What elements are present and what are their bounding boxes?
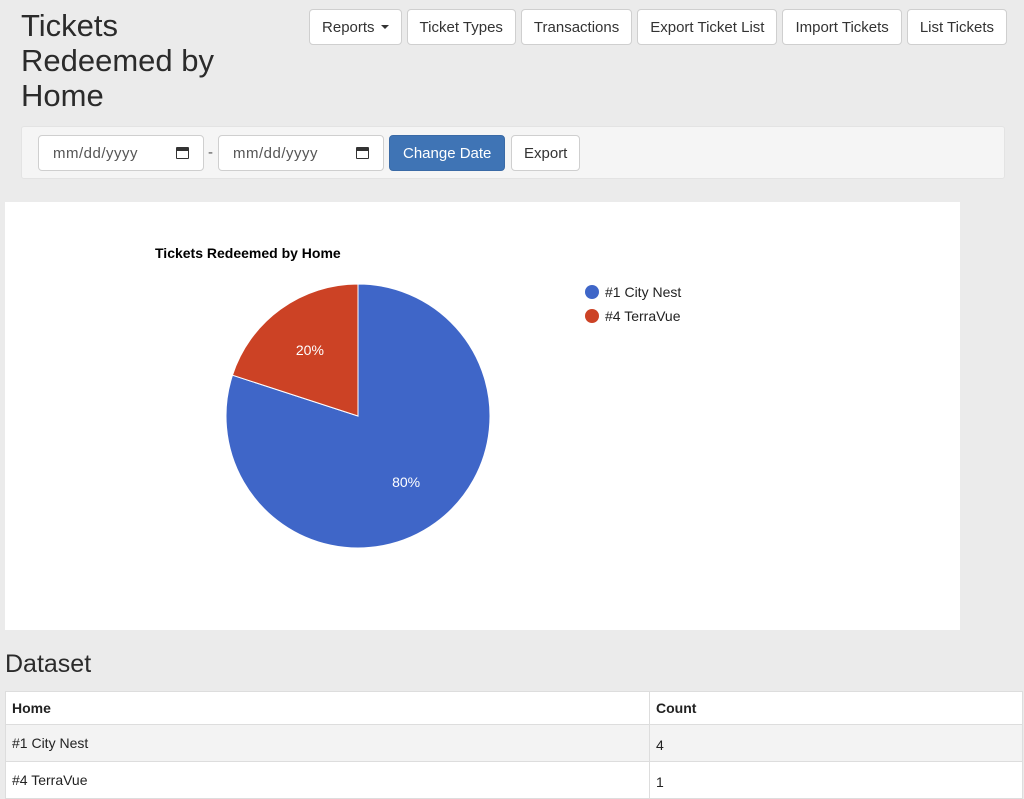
pie-slices: 80% 20% — [225, 283, 491, 549]
chart-legend: #1 City Nest #4 TerraVue — [585, 284, 681, 324]
reports-button-label: Reports — [322, 18, 375, 36]
column-header-home: Home — [5, 691, 650, 725]
caret-down-icon — [380, 25, 389, 29]
pie-slice[interactable] — [231, 283, 359, 417]
page-title: Tickets Redeemed by Home — [21, 8, 215, 113]
list-tickets-button[interactable]: List Tickets — [906, 9, 1007, 45]
export-button[interactable]: Export — [511, 135, 581, 171]
ticket-types-button[interactable]: Ticket Types — [406, 9, 516, 45]
toolbar: Reports Ticket Types Transactions Export… — [309, 9, 1007, 45]
calendar-icon[interactable] — [176, 147, 189, 159]
count-cell: 4 — [649, 724, 1023, 762]
start-date-input[interactable]: mm/dd/yyyy — [38, 135, 204, 171]
table-row: #1 City Nest 4 — [5, 724, 1023, 762]
slice-percent-label: 20% — [296, 342, 324, 358]
date-filter-bar: mm/dd/yyyy - mm/dd/yyyy Change Date Expo… — [21, 126, 1005, 179]
count-cell: 1 — [649, 761, 1023, 799]
end-date-placeholder: mm/dd/yyyy — [233, 144, 319, 162]
home-cell: #4 TerraVue — [5, 761, 650, 799]
transactions-button[interactable]: Transactions — [520, 9, 633, 45]
legend-swatch — [585, 309, 599, 323]
legend-label[interactable]: #4 TerraVue — [605, 308, 681, 324]
end-date-input[interactable]: mm/dd/yyyy — [218, 135, 384, 171]
dataset-table: Home Count #1 City Nest 4 #4 TerraVue 1 — [5, 691, 1023, 799]
pie-chart: Tickets Redeemed by Home 80% 20% #1 City … — [155, 245, 681, 549]
reports-dropdown-button[interactable]: Reports — [309, 9, 402, 45]
export-ticket-list-button[interactable]: Export Ticket List — [637, 9, 778, 45]
slice-percent-label: 80% — [392, 474, 420, 490]
import-tickets-button[interactable]: Import Tickets — [782, 9, 902, 45]
chart-title: Tickets Redeemed by Home — [155, 245, 341, 261]
calendar-icon[interactable] — [356, 147, 369, 159]
dataset-heading: Dataset — [5, 650, 92, 678]
legend-swatch — [585, 285, 599, 299]
home-cell: #1 City Nest — [5, 724, 650, 762]
legend-label[interactable]: #1 City Nest — [605, 284, 681, 300]
column-header-count: Count — [649, 691, 1023, 725]
table-header-row: Home Count — [5, 691, 1023, 725]
pie-chart-panel: Tickets Redeemed by Home 80% 20% #1 City … — [5, 202, 960, 630]
table-row: #4 TerraVue 1 — [5, 761, 1023, 799]
change-date-button[interactable]: Change Date — [389, 135, 506, 171]
start-date-placeholder: mm/dd/yyyy — [53, 144, 139, 162]
date-range-separator: - — [208, 144, 213, 161]
